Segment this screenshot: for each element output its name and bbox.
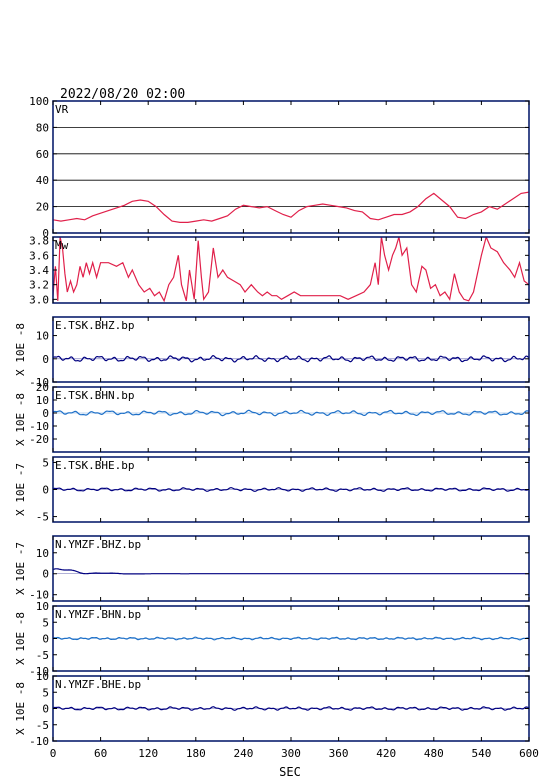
panel-label: E.TSK.BHN.bp <box>55 389 134 402</box>
x-tick-label: 480 <box>424 747 444 760</box>
panel-label: N.YMZF.BHE.bp <box>55 678 141 691</box>
y-tick-label: 10 <box>36 394 49 407</box>
panel-label: VR <box>55 103 69 116</box>
y-tick-label: -5 <box>36 649 49 662</box>
y-tick-label: 10 <box>36 330 49 343</box>
series-line <box>53 354 529 363</box>
y-tick-label: -10 <box>29 589 49 602</box>
series-line <box>53 409 529 417</box>
y-tick-label: 60 <box>36 148 49 161</box>
y-tick-label: 20 <box>36 381 49 394</box>
panel-label: N.YMZF.BHN.bp <box>55 608 141 621</box>
panel-label: E.TSK.BHZ.bp <box>55 319 134 332</box>
panel-ymzf-bhe: -10 -5 0 5 10 N.YMZF.BHE.bp X 10E -8 <box>14 670 530 748</box>
y-tick-label: 40 <box>36 174 49 187</box>
x-tick-label: 60 <box>94 747 107 760</box>
y-tick-label: 5 <box>42 456 49 469</box>
x-tick-label: 240 <box>233 747 253 760</box>
x-tick-label: 300 <box>281 747 301 760</box>
panel-frame <box>52 100 530 234</box>
series-line <box>53 237 529 303</box>
y-tick-label: 0 <box>42 484 49 497</box>
y-tick-label: 0 <box>42 353 49 366</box>
figure-timestamp: 2022/08/20 02:00 <box>60 87 185 102</box>
panel-label: N.YMZF.BHZ.bp <box>55 538 141 551</box>
y-tick-label: -10 <box>29 665 49 678</box>
panel-tsk-bhe: -5 0 5 E.TSK.BHE.bp X 10E -7 <box>14 456 530 524</box>
y-tick-label: -10 <box>29 376 49 389</box>
y-tick-label: 5 <box>42 616 49 629</box>
y-tick-label: 20 <box>36 201 49 214</box>
y-tick-label: 80 <box>36 121 49 134</box>
x-axis: 0 60 120 180 240 300 360 420 480 540 600 <box>50 747 539 760</box>
y-tick-label: 5 <box>42 686 49 699</box>
x-tick-label: 540 <box>471 747 491 760</box>
y-tick-label: -20 <box>29 433 49 446</box>
panel-vr: 0 20 40 60 80 100 VR <box>29 95 530 240</box>
y-tick-label: 10 <box>36 670 49 683</box>
x-tick-label: 0 <box>50 747 57 760</box>
x-axis-label: SEC <box>279 765 301 779</box>
panel-label: E.TSK.BHE.bp <box>55 459 134 472</box>
y-axis-unit-label: X 10E -7 <box>14 542 27 595</box>
panel-frame <box>52 236 530 304</box>
y-axis-unit-label: X 10E -8 <box>14 323 27 376</box>
panel-mw: 3.03.2 3.4 3.63.8 Mw <box>29 235 530 306</box>
y-tick-label: -10 <box>29 735 49 748</box>
panel-label: Mw <box>55 239 69 252</box>
y-tick-label: 3.0 <box>29 293 49 306</box>
y-tick-label: 10 <box>36 600 49 613</box>
y-tick-label: 3.6 <box>29 249 49 262</box>
y-axis-unit-label: X 10E -7 <box>14 463 27 516</box>
x-tick-label: 600 <box>519 747 539 760</box>
y-tick-label: 3.2 <box>29 279 49 292</box>
y-axis-unit-label: X 10E -8 <box>14 612 27 665</box>
y-tick-label: -5 <box>36 719 49 732</box>
y-tick-label: 100 <box>29 95 49 108</box>
panel-ymzf-bhz: -10 0 10 N.YMZF.BHZ.bp X 10E -7 <box>14 535 530 602</box>
y-tick-label: 0 <box>42 633 49 646</box>
y-tick-label: 3.8 <box>29 235 49 248</box>
y-tick-label: 0 <box>42 227 49 240</box>
y-tick-label: 3.4 <box>29 264 49 277</box>
x-tick-label: 360 <box>329 747 349 760</box>
x-tick-label: 420 <box>376 747 396 760</box>
y-axis-unit-label: X 10E -8 <box>14 393 27 446</box>
panel-tsk-bhz: -10 0 10 E.TSK.BHZ.bp X 10E -8 <box>14 316 530 389</box>
x-tick-label: 180 <box>186 747 206 760</box>
series-line <box>53 191 529 223</box>
y-tick-label: 0 <box>42 568 49 581</box>
y-tick-label: 10 <box>36 547 49 560</box>
y-tick-label: 0 <box>42 407 49 420</box>
y-axis-unit-label: X 10E -8 <box>14 682 27 735</box>
x-tick-label: 120 <box>138 747 158 760</box>
y-tick-label: -5 <box>36 511 49 524</box>
y-tick-label: 0 <box>42 703 49 716</box>
panel-ymzf-bhn: -10 -5 0 5 10 N.YMZF.BHN.bp X 10E -8 <box>14 600 530 678</box>
series-line <box>53 568 529 575</box>
y-tick-label: -10 <box>29 420 49 433</box>
